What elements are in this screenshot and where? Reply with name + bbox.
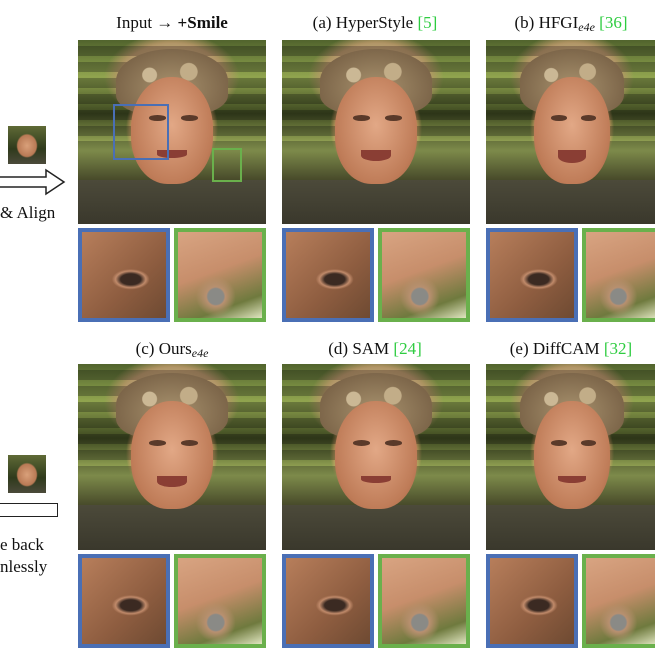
paste-back-label-line1: e back	[0, 535, 44, 554]
caption-input-smile: Input → +Smile	[116, 13, 228, 32]
sam-crop-eye	[282, 554, 374, 648]
caption-hyperstyle: (a) HyperStyle [5]	[312, 13, 438, 32]
hyperstyle-face-image	[282, 40, 470, 224]
sam-face-image	[282, 364, 470, 550]
blue-roi-box	[113, 104, 169, 160]
input-crop-earring	[174, 228, 266, 322]
input-face-image	[78, 40, 266, 224]
green-roi-box	[212, 148, 242, 182]
diffcam-crop-earring	[582, 554, 655, 648]
hyperstyle-crop-eye	[282, 228, 374, 322]
ours-crop-eye	[78, 554, 170, 648]
right-arrow-icon	[0, 168, 66, 196]
diffcam-face-image	[486, 364, 655, 550]
caption-ours: (c) Ourse4e	[135, 339, 209, 360]
ours-crop-earring	[174, 554, 266, 648]
caption-hfgi: (b) HFGIe4e [36]	[514, 13, 628, 34]
input-thumbnail-top	[8, 126, 46, 164]
hyperstyle-crop-earring	[378, 228, 470, 322]
back-bar-icon	[0, 503, 58, 517]
hfgi-face-image	[486, 40, 655, 224]
caption-diffcam: (e) DiffCAM [32]	[509, 339, 633, 358]
diffcam-crop-eye	[486, 554, 578, 648]
input-crop-eye	[78, 228, 170, 322]
sam-crop-earring	[378, 554, 470, 648]
paste-back-label-line2: nlessly	[0, 557, 48, 576]
input-thumbnail-bottom	[8, 455, 46, 493]
caption-sam: (d) SAM [24]	[328, 339, 422, 358]
ours-face-image	[78, 364, 266, 550]
align-label: & Align	[0, 203, 56, 222]
hfgi-crop-earring	[582, 228, 655, 322]
hfgi-crop-eye	[486, 228, 578, 322]
